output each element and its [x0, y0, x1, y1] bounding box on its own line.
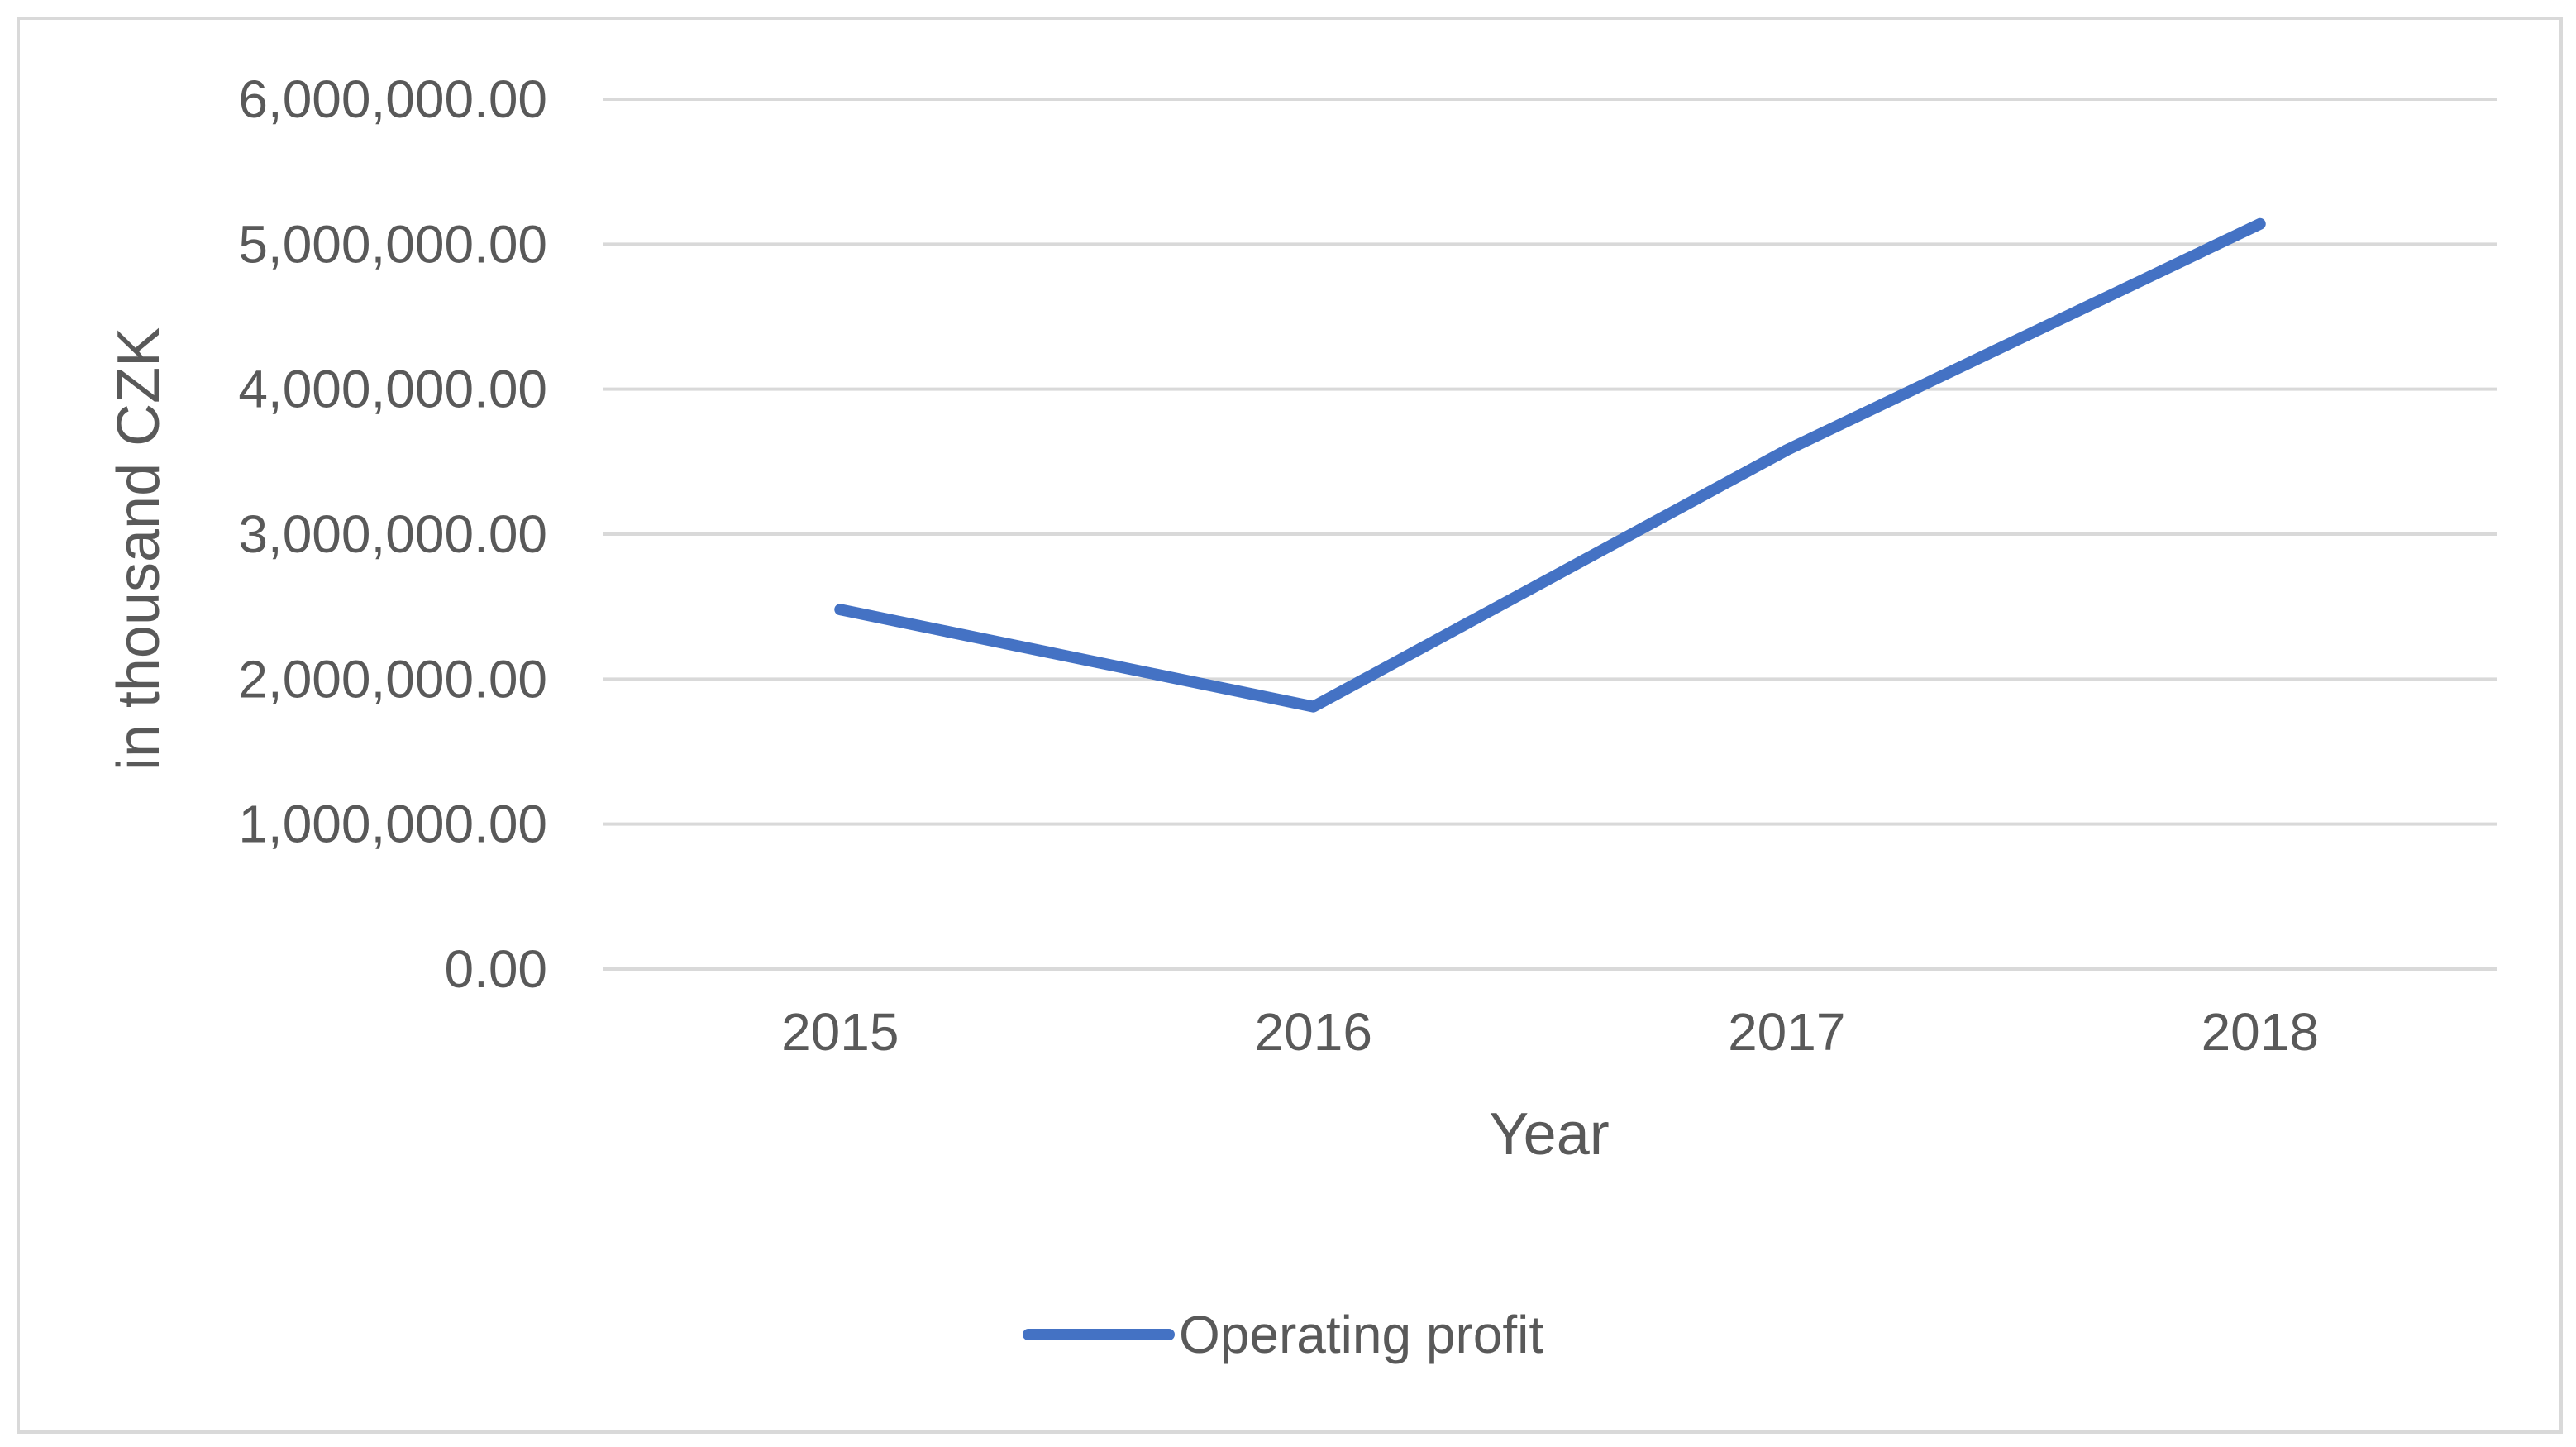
y-axis-title: in thousand CZK: [106, 327, 172, 771]
chart-frame: 0.00 1,000,000.00 2,000,000.00 3,000,000.00…: [17, 17, 2563, 1434]
x-tick-label: 2016: [1255, 1002, 1372, 1062]
y-tick-label: 0.00: [444, 939, 547, 999]
x-tick-label: 2017: [1728, 1002, 1845, 1062]
gridlines: [603, 98, 2497, 971]
series-line-operating-profit: [834, 217, 2266, 713]
y-tick-label: 1,000,000.00: [238, 795, 547, 854]
y-tick-label: 2,000,000.00: [238, 649, 547, 709]
y-tick-label: 4,000,000.00: [238, 360, 547, 419]
x-axis-title: Year: [1489, 1101, 1609, 1168]
x-tick-label: 2018: [2202, 1002, 2319, 1062]
x-tick-label: 2015: [781, 1002, 899, 1062]
line-chart: 0.00 1,000,000.00 2,000,000.00 3,000,000.00…: [106, 69, 2497, 1364]
series-lines: [834, 217, 2266, 713]
y-axis-ticks: 0.00 1,000,000.00 2,000,000.00 3,000,000.00…: [238, 69, 547, 999]
legend: Operating profit: [1023, 1305, 1543, 1364]
legend-label-operating-profit: Operating profit: [1179, 1305, 1543, 1364]
y-tick-label: 6,000,000.00: [238, 69, 547, 129]
y-tick-label: 5,000,000.00: [238, 214, 547, 274]
x-axis-ticks: 2015 2016 2017 2018: [781, 1002, 2319, 1062]
y-tick-label: 3,000,000.00: [238, 504, 547, 564]
